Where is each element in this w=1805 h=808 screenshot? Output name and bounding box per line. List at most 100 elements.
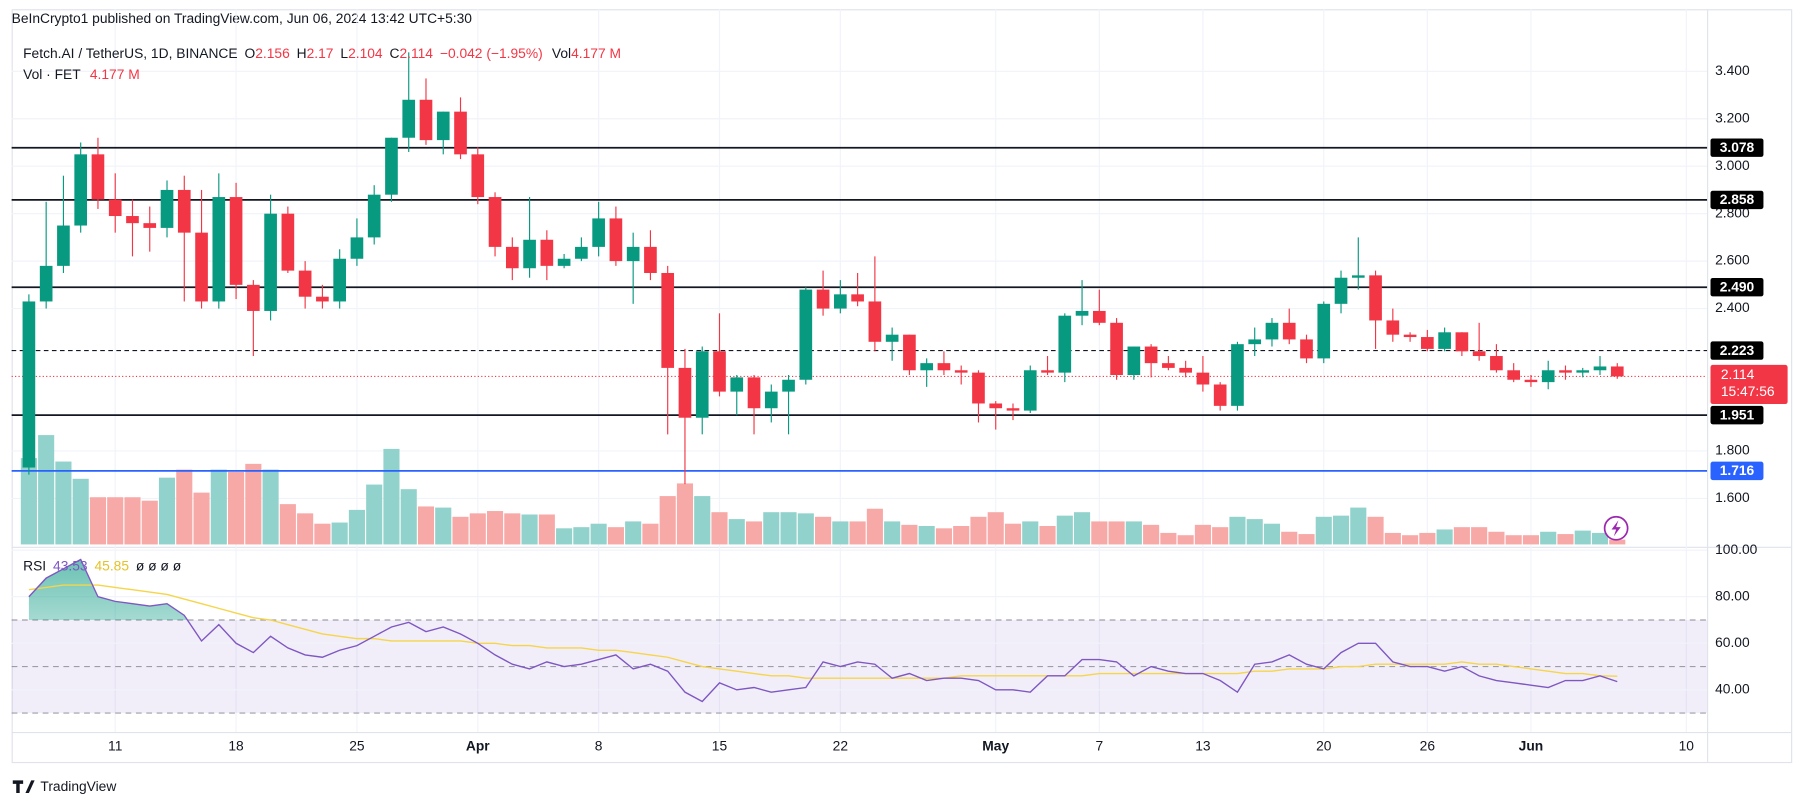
volume-bar bbox=[176, 469, 193, 545]
l-key: L bbox=[340, 45, 348, 61]
volume-bar bbox=[918, 526, 935, 545]
x-tick-label: Apr bbox=[466, 738, 490, 754]
volume-bar bbox=[1298, 534, 1315, 545]
candle-body bbox=[402, 99, 416, 138]
volume-bar bbox=[89, 497, 107, 545]
rsi-tick-label: 60.00 bbox=[1715, 634, 1750, 650]
y-tick-label: 3.400 bbox=[1715, 62, 1750, 78]
candle-body bbox=[747, 377, 761, 409]
o-val: 2.156 bbox=[255, 45, 290, 61]
frame bbox=[11, 9, 1793, 764]
volume-bar bbox=[486, 511, 504, 545]
candle-body bbox=[454, 111, 467, 155]
candle-body bbox=[350, 237, 364, 259]
candle-body bbox=[143, 223, 157, 228]
volume-bar bbox=[797, 513, 814, 545]
candle-body bbox=[1196, 372, 1210, 385]
candle-body bbox=[540, 239, 554, 266]
candle-body bbox=[471, 154, 485, 198]
level-label-box bbox=[1710, 138, 1764, 157]
candle-body bbox=[989, 403, 1003, 409]
volume-bar bbox=[866, 508, 883, 545]
candle-body bbox=[1006, 408, 1020, 411]
volume-bar bbox=[452, 516, 469, 545]
x-tick-label: 22 bbox=[833, 738, 848, 754]
candle-body bbox=[195, 232, 208, 302]
h-key: H bbox=[297, 45, 307, 61]
candle-body bbox=[1213, 384, 1227, 406]
last-price-label: 2.114 bbox=[1721, 366, 1755, 382]
candle-body bbox=[1282, 322, 1296, 340]
candle-body bbox=[1058, 315, 1072, 373]
rsi-extra: ø ø ø ø bbox=[136, 557, 182, 573]
candle-body bbox=[937, 363, 951, 371]
footer-logo: TradingView bbox=[12, 778, 116, 794]
candle-body bbox=[1593, 366, 1607, 371]
candle-body bbox=[1610, 366, 1624, 377]
volume-bar bbox=[158, 477, 176, 545]
candle-body bbox=[212, 197, 226, 302]
volume-bar bbox=[1004, 523, 1022, 545]
volume-bar bbox=[625, 521, 642, 545]
volume-bar bbox=[1143, 524, 1160, 545]
symbol: Fetch.AI / TetherUS, 1D, BINANCE bbox=[23, 45, 237, 61]
volume-bar bbox=[1540, 531, 1557, 545]
volume-bar bbox=[1315, 516, 1332, 545]
volume-bar bbox=[383, 448, 400, 545]
c-val: 2.114 bbox=[399, 45, 433, 61]
candle-body bbox=[333, 258, 346, 302]
candle-body bbox=[1438, 332, 1451, 349]
candle-body bbox=[505, 246, 519, 269]
volume-bar bbox=[1039, 526, 1056, 545]
level-label-box bbox=[1710, 341, 1764, 360]
volume-bar bbox=[107, 497, 124, 545]
candle-body bbox=[799, 289, 813, 380]
h-val: 2.17 bbox=[307, 45, 334, 61]
candle-body bbox=[1576, 370, 1590, 373]
candle-body bbox=[609, 218, 623, 262]
volume-bar bbox=[763, 512, 780, 545]
rsi-ma-value: 45.85 bbox=[94, 557, 129, 573]
logo-mark bbox=[12, 780, 35, 794]
candle-body bbox=[834, 294, 847, 309]
candle-body bbox=[1334, 277, 1348, 304]
volume-bar bbox=[400, 489, 417, 545]
volume-bar bbox=[780, 512, 797, 545]
volume-bar bbox=[849, 521, 866, 545]
candle-body bbox=[557, 258, 571, 266]
candle-body bbox=[920, 363, 934, 371]
volume-bar bbox=[642, 523, 659, 545]
rsi-value: 43.53 bbox=[53, 557, 88, 573]
level-label: 3.078 bbox=[1720, 139, 1755, 155]
legend: Fetch.AI / TetherUS, 1D, BINANCE O2.156 H2… bbox=[23, 45, 621, 61]
volume-bar bbox=[72, 478, 89, 545]
volume-bar bbox=[1229, 516, 1246, 545]
volume-bar bbox=[297, 513, 314, 545]
volume-bar bbox=[348, 509, 365, 545]
candle-body bbox=[1179, 367, 1192, 373]
rsi-line bbox=[28, 558, 1618, 703]
candle-body bbox=[972, 372, 985, 404]
volume-bar bbox=[573, 527, 590, 545]
level-label: 1.716 bbox=[1720, 462, 1755, 478]
candle-body bbox=[1092, 310, 1106, 323]
plot: 11 18 25 Apr 8 15 22 May 7 13 20 26 Jun 10 3.400 3.200 3… bbox=[11, 9, 1788, 754]
volume-bar bbox=[1609, 539, 1626, 545]
volume-bar bbox=[1281, 531, 1298, 545]
x-tick-label: 15 bbox=[712, 738, 728, 754]
candle-body bbox=[592, 218, 605, 247]
candle-body bbox=[247, 284, 260, 311]
candle-body bbox=[1490, 356, 1503, 371]
candle-body bbox=[782, 379, 795, 392]
c-key: C bbox=[390, 45, 400, 61]
y-tick-label: 1.800 bbox=[1715, 442, 1750, 458]
volume-bar bbox=[1350, 507, 1367, 545]
x-tick-label: 10 bbox=[1679, 738, 1695, 754]
volume-bar bbox=[38, 435, 55, 545]
volume-bar bbox=[1263, 523, 1281, 545]
candle-body bbox=[91, 154, 105, 200]
volume-bar bbox=[366, 484, 383, 545]
candle-body bbox=[419, 99, 433, 141]
candle-body bbox=[1369, 275, 1382, 321]
